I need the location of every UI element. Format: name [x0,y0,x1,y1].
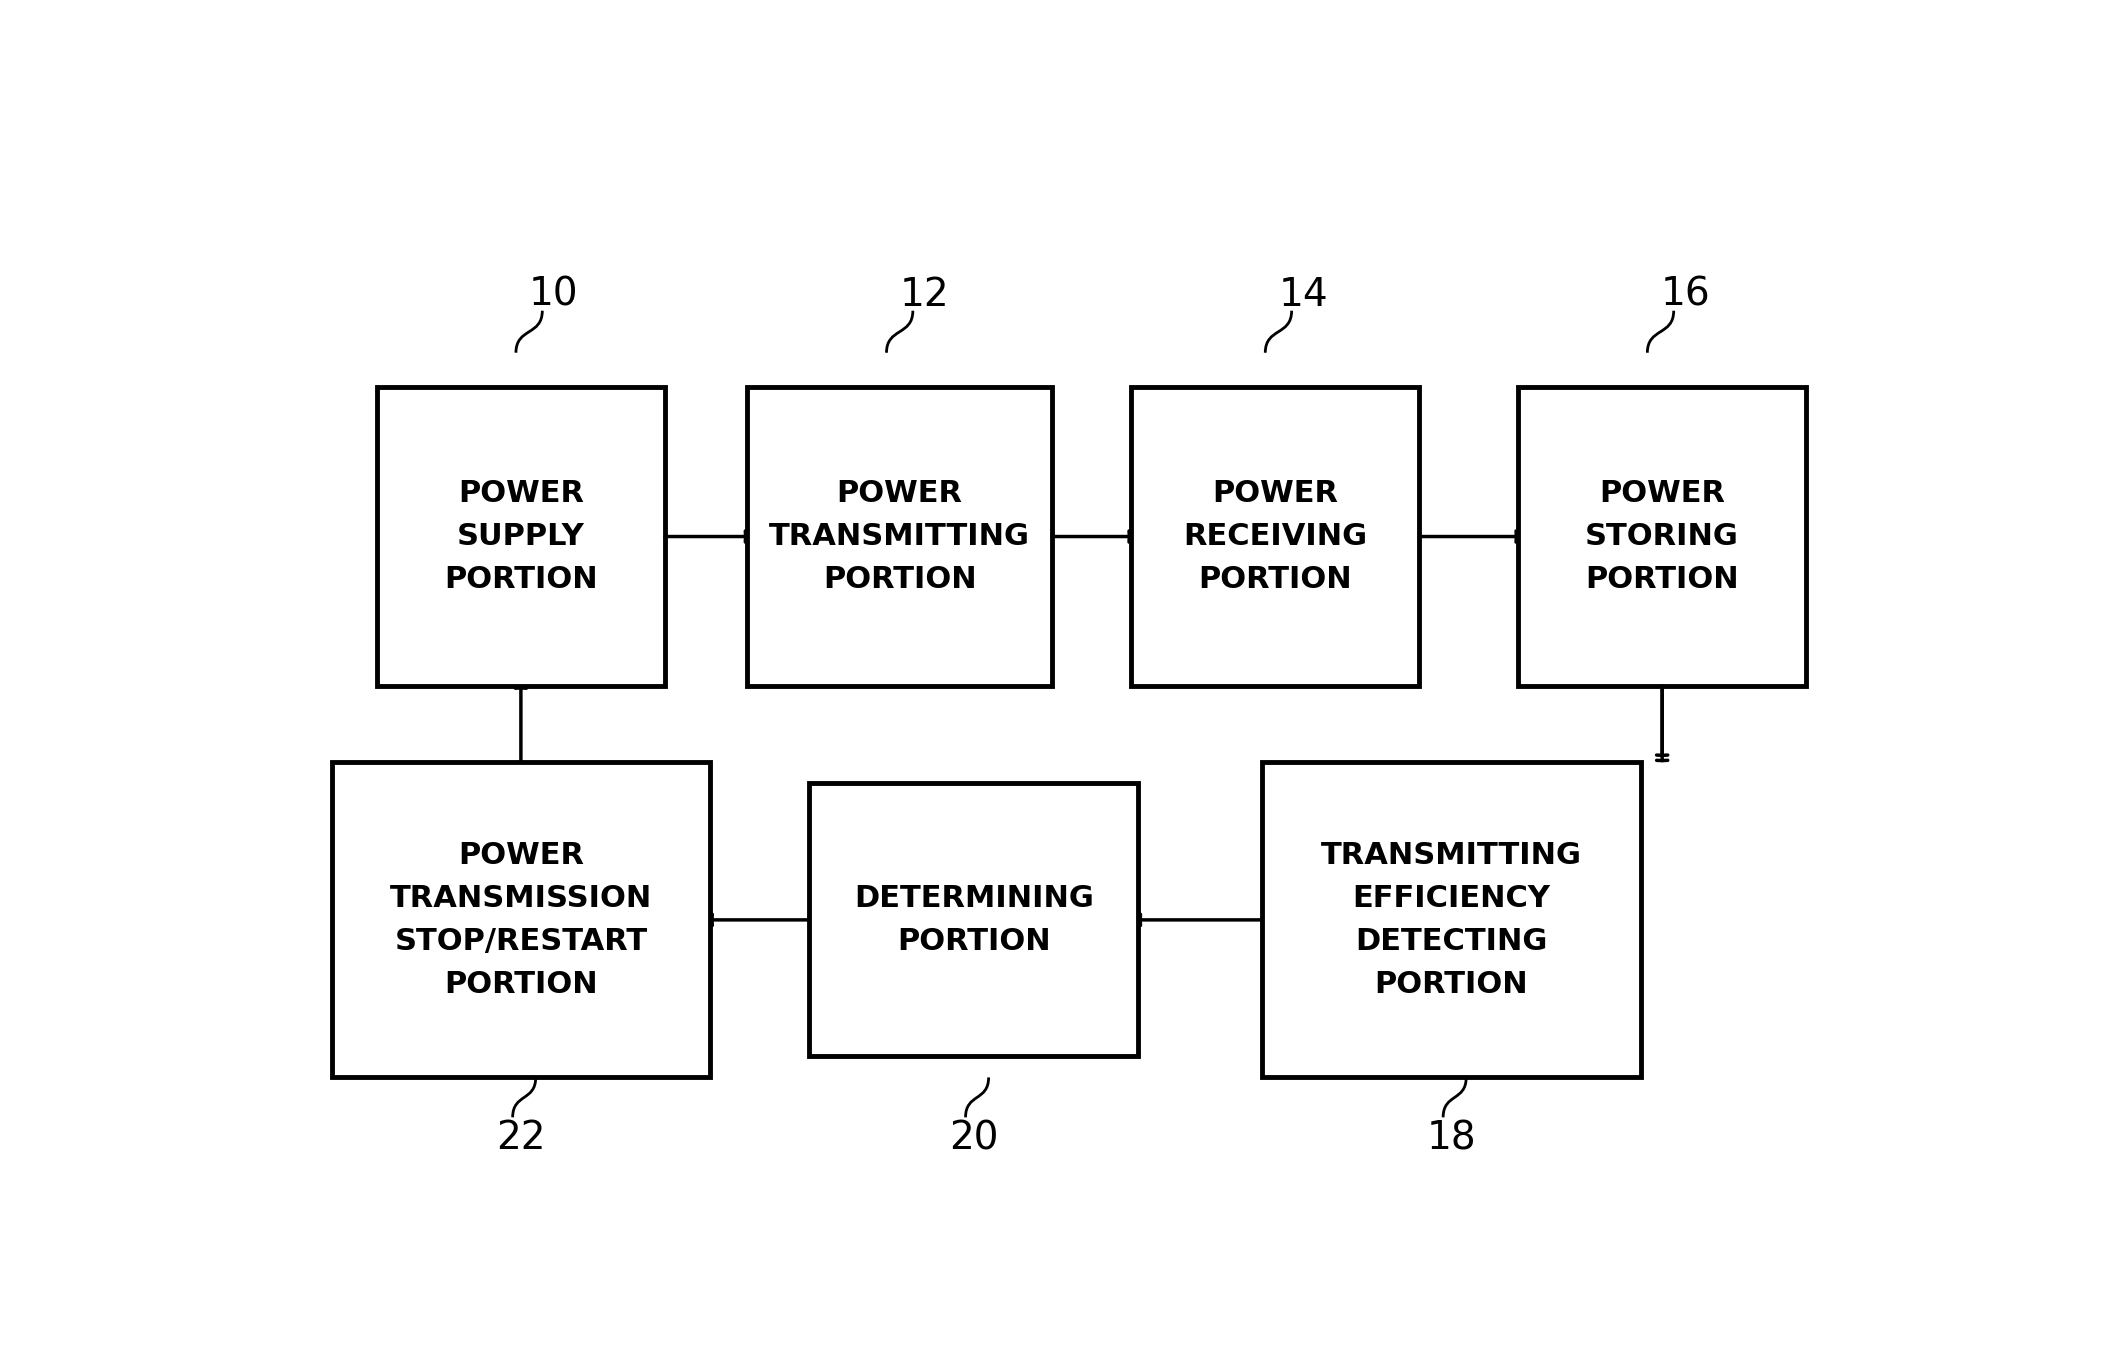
Text: POWER
TRANSMISSION
STOP/RESTART
PORTION: POWER TRANSMISSION STOP/RESTART PORTION [389,842,652,998]
Text: 16: 16 [1660,276,1711,314]
Text: POWER
STORING
PORTION: POWER STORING PORTION [1585,479,1738,593]
Text: TRANSMITTING
EFFICIENCY
DETECTING
PORTION: TRANSMITTING EFFICIENCY DETECTING PORTIO… [1322,842,1581,998]
Bar [376,387,665,686]
Bar [1517,387,1806,686]
Text: 12: 12 [899,276,950,314]
Text: POWER
TRANSMITTING
PORTION: POWER TRANSMITTING PORTION [769,479,1031,593]
Text: 20: 20 [950,1120,999,1157]
Text: 14: 14 [1279,276,1328,314]
Bar [332,762,710,1078]
Bar [810,783,1139,1056]
Bar [1262,762,1640,1078]
Bar [1130,387,1420,686]
Text: DETERMINING
PORTION: DETERMINING PORTION [854,884,1094,956]
Bar [748,387,1052,686]
Text: POWER
SUPPLY
PORTION: POWER SUPPLY PORTION [444,479,597,593]
Text: 10: 10 [529,276,578,314]
Text: 22: 22 [495,1120,546,1157]
Text: 18: 18 [1426,1120,1477,1157]
Text: POWER
RECEIVING
PORTION: POWER RECEIVING PORTION [1184,479,1366,593]
